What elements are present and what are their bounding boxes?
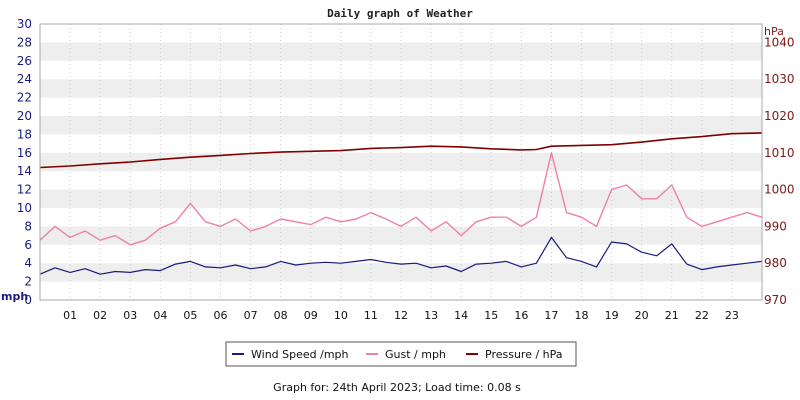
x-tick-label: 16 [514, 309, 528, 322]
left-tick-label: 24 [17, 72, 32, 86]
x-tick-label: 02 [93, 309, 107, 322]
left-tick-label: 12 [17, 183, 32, 197]
right-tick-label: 980 [764, 256, 787, 270]
footer-status: Graph for: 24th April 2023; Load time: 0… [273, 381, 521, 394]
chart-title: Daily graph of Weather [327, 7, 473, 20]
left-tick-label: 18 [17, 127, 32, 141]
series-line-wind-speed [39, 236, 763, 275]
left-tick-label: 30 [17, 17, 32, 31]
right-axis-label: hPa [764, 25, 784, 38]
x-tick-label: 05 [183, 309, 197, 322]
legend-label-gust: Gust / mph [385, 348, 446, 361]
x-tick-label: 04 [153, 309, 167, 322]
legend-label-wind: Wind Speed /mph [251, 348, 349, 361]
left-tick-label: 0 [24, 293, 32, 307]
left-tick-label: 20 [17, 109, 32, 123]
x-tick-label: 11 [364, 309, 378, 322]
left-tick-label: 16 [17, 146, 32, 160]
left-tick-label: 22 [17, 91, 32, 105]
left-axis-label: mph [1, 290, 28, 303]
right-tick-label: 970 [764, 293, 787, 307]
x-tick-label: 23 [725, 309, 739, 322]
left-tick-label: 26 [17, 54, 32, 68]
x-axis-ticks: 01 02 03 04 05 06 07 08 09 10 11 12 13 14 15 16 17 18 19 20… [63, 309, 739, 322]
x-tick-label: 14 [454, 309, 468, 322]
x-tick-label: 18 [575, 309, 589, 322]
band [40, 42, 762, 61]
right-tick-label: 1000 [764, 183, 795, 197]
left-tick-label: 2 [24, 275, 32, 289]
right-tick-label: 1030 [764, 72, 795, 86]
x-tick-label: 03 [123, 309, 137, 322]
band [40, 189, 762, 208]
left-tick-label: 6 [24, 238, 32, 252]
x-tick-label: 22 [695, 309, 709, 322]
right-tick-label: 990 [764, 219, 787, 233]
x-tick-label: 15 [484, 309, 498, 322]
right-tick-label: 1040 [764, 35, 795, 49]
x-tick-label: 10 [334, 309, 348, 322]
left-tick-label: 4 [24, 256, 32, 270]
x-tick-label: 07 [244, 309, 258, 322]
x-tick-label: 17 [544, 309, 558, 322]
left-tick-label: 14 [17, 164, 32, 178]
chart-series-lines [39, 132, 763, 275]
left-tick-label: 28 [17, 35, 32, 49]
x-tick-label: 13 [424, 309, 438, 322]
left-tick-label: 10 [17, 201, 32, 215]
right-axis-ticks: 970 980 990 1000 1010 1020 1030 1040 [764, 35, 795, 307]
band [40, 116, 762, 135]
x-tick-label: 09 [304, 309, 318, 322]
x-tick-label: 01 [63, 309, 77, 322]
series-line-pressure [39, 132, 763, 169]
x-tick-label: 21 [665, 309, 679, 322]
x-tick-label: 12 [394, 309, 408, 322]
x-tick-label: 19 [605, 309, 619, 322]
series-line-gust [39, 152, 763, 246]
right-tick-label: 1020 [764, 109, 795, 123]
plot-frame [39, 23, 763, 301]
x-tick-label: 06 [214, 309, 228, 322]
legend: Wind Speed /mph Gust / mph Pressure / hP… [225, 341, 577, 367]
right-tick-label: 1010 [764, 146, 795, 160]
band [40, 152, 762, 172]
x-tick-label: 08 [274, 309, 288, 322]
left-tick-label: 8 [24, 219, 32, 233]
chart-bands [40, 42, 762, 282]
x-tick-label: 20 [635, 309, 649, 322]
legend-box [225, 341, 577, 367]
band [40, 226, 762, 245]
legend-label-pressure: Pressure / hPa [485, 348, 563, 361]
